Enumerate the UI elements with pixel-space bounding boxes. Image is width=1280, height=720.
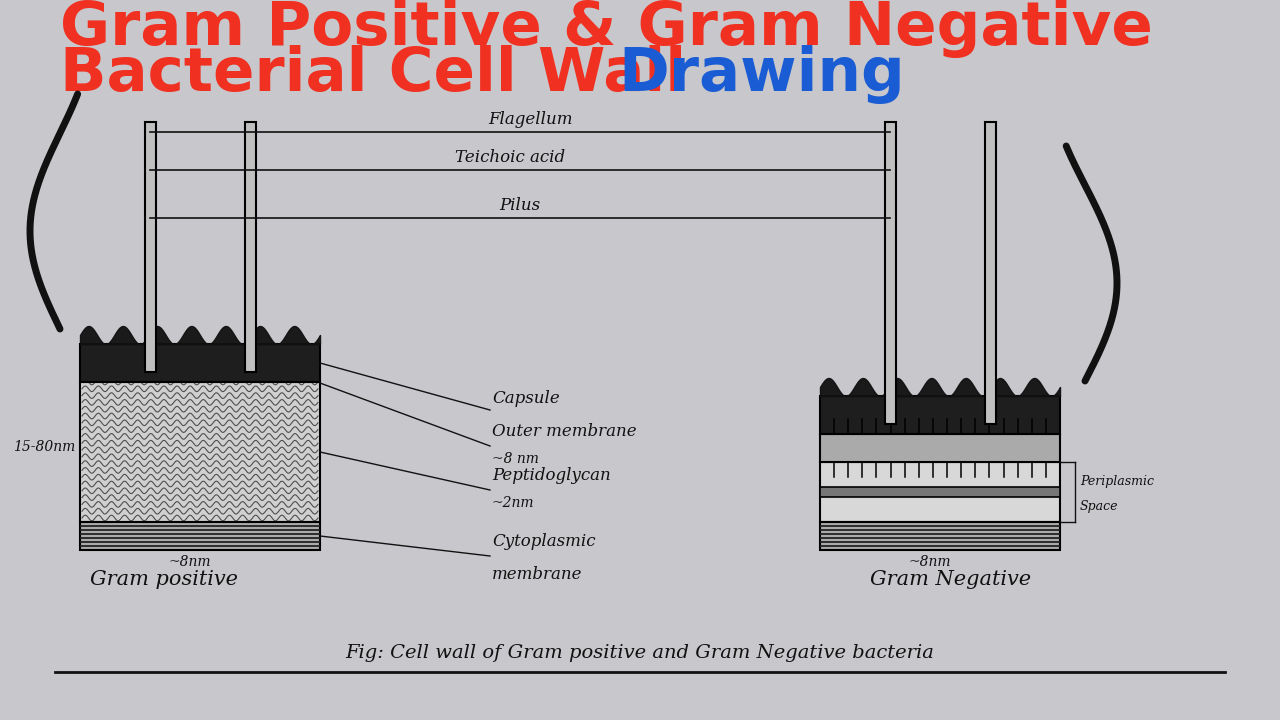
Text: Capsule: Capsule — [492, 390, 559, 407]
Bar — [820, 522, 1060, 550]
Text: Peptidoglycan: Peptidoglycan — [492, 467, 611, 484]
Text: Gram positive: Gram positive — [90, 570, 238, 589]
Bar — [820, 396, 1060, 434]
Text: ~8nm: ~8nm — [169, 555, 211, 569]
Text: Flagellum: Flagellum — [488, 111, 572, 128]
Bar — [884, 122, 896, 424]
Text: Cytoplasmic: Cytoplasmic — [492, 533, 595, 550]
Bar — [820, 434, 1060, 462]
Bar — [820, 487, 1060, 497]
Text: Periplasmic: Periplasmic — [1080, 475, 1155, 488]
Text: Gram Negative: Gram Negative — [870, 570, 1032, 589]
Bar — [244, 122, 256, 372]
Text: ~8nm: ~8nm — [909, 555, 951, 569]
Bar — [79, 382, 320, 522]
Text: 15-80nm: 15-80nm — [13, 440, 76, 454]
Text: Teichoic acid: Teichoic acid — [454, 149, 564, 166]
Text: Space: Space — [1080, 500, 1119, 513]
Text: ~8 nm: ~8 nm — [492, 452, 539, 466]
Text: Drawing: Drawing — [618, 45, 905, 104]
Text: membrane: membrane — [492, 566, 582, 583]
Bar — [79, 522, 320, 550]
Bar — [145, 122, 156, 372]
Text: ~2nm: ~2nm — [492, 496, 535, 510]
Text: Pilus: Pilus — [499, 197, 540, 214]
Text: Fig: Cell wall of Gram positive and Gram Negative bacteria: Fig: Cell wall of Gram positive and Gram… — [346, 644, 934, 662]
Bar — [986, 122, 996, 424]
Bar — [79, 344, 320, 382]
Text: Bacterial Cell Wall: Bacterial Cell Wall — [60, 45, 708, 104]
Text: Outer membrane: Outer membrane — [492, 423, 636, 440]
Bar — [820, 462, 1060, 522]
Text: Gram Positive & Gram Negative: Gram Positive & Gram Negative — [60, 0, 1153, 58]
